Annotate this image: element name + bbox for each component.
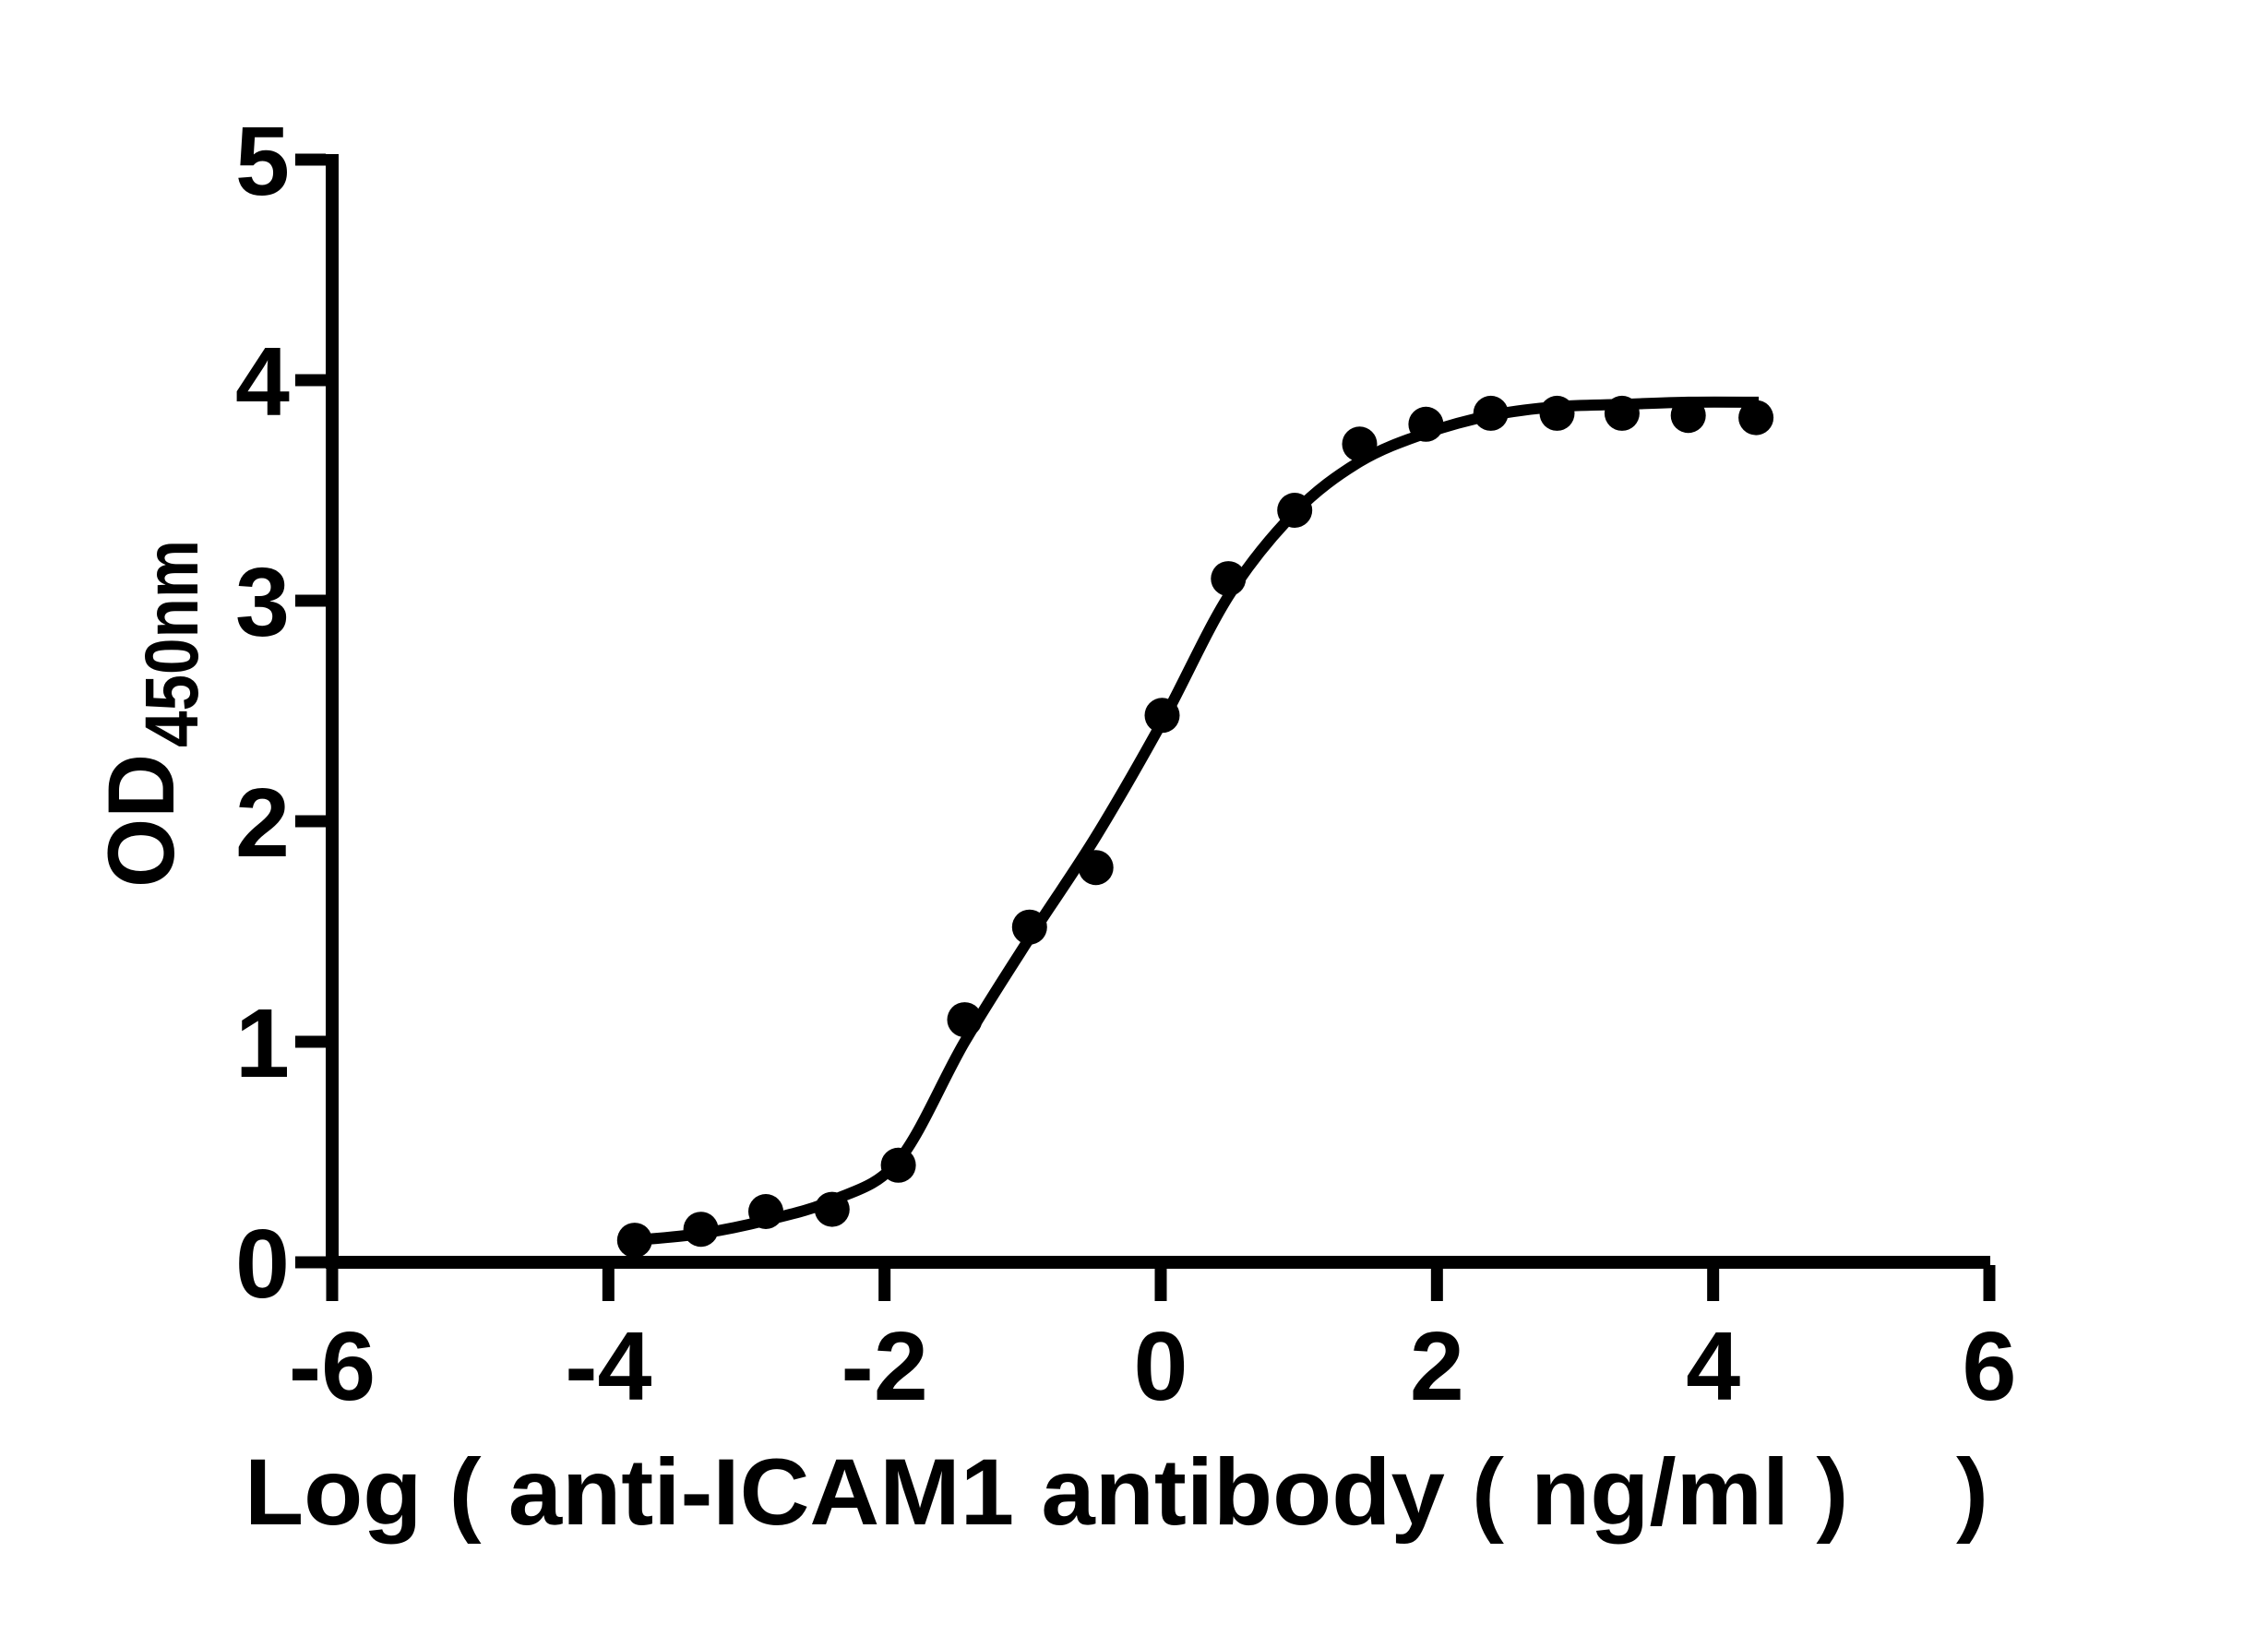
data-point (1211, 561, 1247, 597)
y-tick-label: 5 (235, 107, 290, 216)
y-tick-label: 1 (235, 989, 290, 1098)
x-tick-label: 0 (1134, 1312, 1188, 1421)
data-point (1408, 406, 1444, 442)
y-axis-title-main: OD (89, 754, 194, 888)
data-point (1342, 426, 1378, 462)
x-axis-ticks (326, 1265, 1996, 1301)
y-tick-label: 4 (235, 328, 290, 436)
y-tick-label: 3 (235, 548, 290, 657)
data-point (1473, 395, 1509, 431)
data-point (1011, 909, 1047, 945)
y-axis-ticks (295, 153, 326, 1269)
x-tick-label: -2 (842, 1312, 928, 1421)
x-tick-label: 6 (1963, 1312, 2017, 1421)
y-axis-title-subscript: 450nm (130, 540, 214, 747)
y-tick-label: 0 (235, 1210, 290, 1319)
y-axis-title: OD 450nm (89, 540, 214, 888)
data-point (1078, 850, 1114, 886)
y-axis-tick-labels: 0 1 2 3 4 5 (235, 107, 290, 1319)
x-tick-label: -4 (565, 1312, 651, 1421)
data-point (1144, 698, 1180, 734)
axes (326, 154, 1990, 1269)
data-point (880, 1147, 916, 1183)
data-point (947, 1002, 983, 1038)
data-point (1738, 400, 1774, 436)
data-point (1539, 395, 1575, 431)
x-axis-tick-labels: -6 -4 -2 0 2 4 6 (289, 1312, 2017, 1421)
x-tick-label: -6 (289, 1312, 376, 1421)
data-point (814, 1191, 850, 1227)
data-point (1670, 398, 1706, 434)
data-point (683, 1212, 719, 1248)
data-point (1604, 395, 1640, 431)
data-point (616, 1223, 652, 1259)
data-point (1277, 493, 1313, 528)
data-points (616, 395, 1774, 1259)
y-tick-label: 2 (235, 769, 290, 878)
x-tick-label: 4 (1686, 1312, 1740, 1421)
x-axis-title: Log ( anti-ICAM1 antibody ( ng/ml ) ) (245, 1439, 1988, 1545)
data-point (748, 1194, 783, 1229)
x-tick-label: 2 (1410, 1312, 1464, 1421)
